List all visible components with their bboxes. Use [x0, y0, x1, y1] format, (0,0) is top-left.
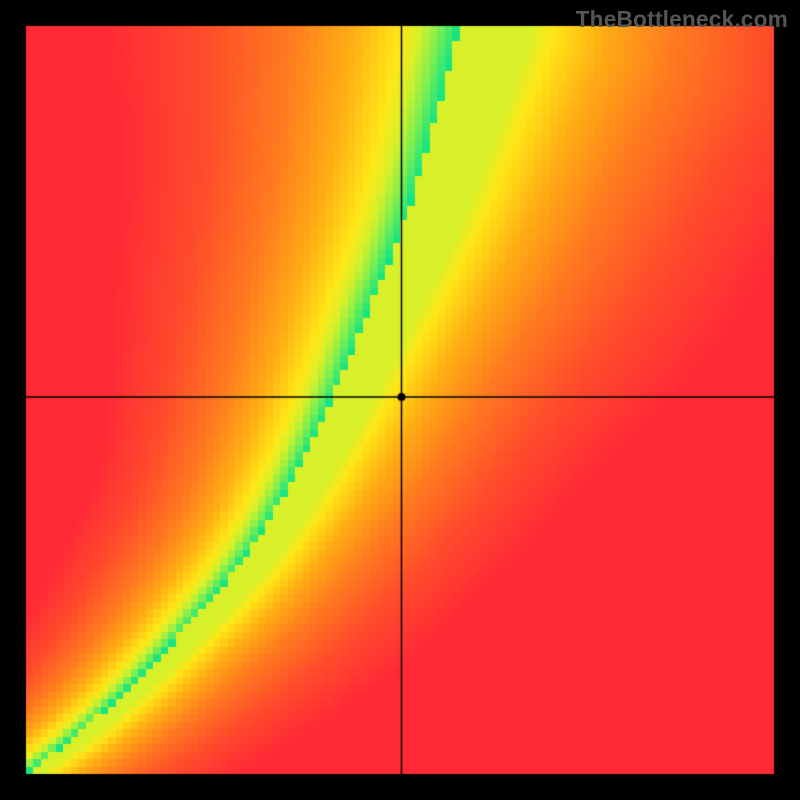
- chart-container: { "watermark": { "text": "TheBottleneck.…: [0, 0, 800, 800]
- bottleneck-heatmap-canvas: [0, 0, 800, 800]
